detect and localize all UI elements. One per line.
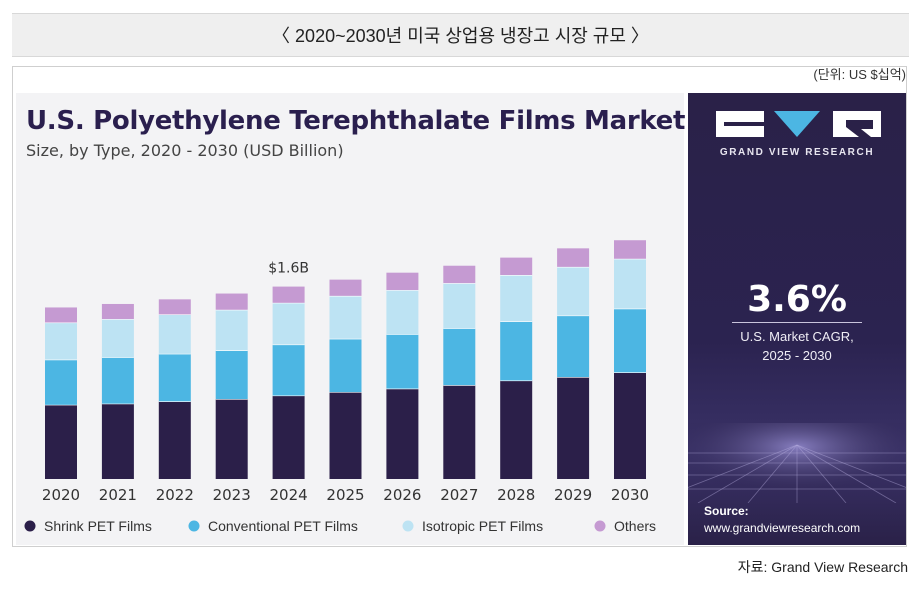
chart-title: U.S. Polyethylene Terephthalate Films Ma… [26,106,686,136]
x-tick-label: 2020 [42,486,80,504]
bar-isotropic-2027 [443,283,476,329]
bar-conventional-2029 [557,315,590,377]
bar-conventional-2026 [386,334,419,389]
cagr-value: 3.6% [747,279,847,320]
figure-frame [12,66,907,547]
bar-shrink-2030 [614,372,646,479]
bar-others-2028 [500,257,533,275]
legend-label: Isotropic PET Films [422,518,543,534]
bar-isotropic-2025 [329,295,362,339]
x-tick-label: 2030 [611,486,649,504]
bar-shrink-2022 [158,401,191,479]
bar-others-2026 [386,272,419,291]
bar-shrink-2028 [500,380,533,479]
bar-others-2024 [272,286,305,303]
x-tick-label: 2022 [156,486,194,504]
bar-isotropic-2029 [557,266,590,316]
x-tick-label: 2025 [326,486,364,504]
legend-label: Shrink PET Films [44,518,152,534]
legend-label: Conventional PET Films [208,518,358,534]
bar-conventional-2027 [443,328,476,386]
bar-shrink-2029 [557,377,590,479]
bar-chart: 2020 2021 2022 2023 2024 $1.6B 2025 2026 2027 202… [24,240,656,534]
x-tick-label: 2023 [213,486,251,504]
source-label: Source: [704,504,749,518]
data-label-annotation: $1.6B [268,261,309,277]
x-tick-label: 2021 [99,486,137,504]
bar-shrink-2021 [101,403,134,479]
bar-shrink-2023 [215,399,248,479]
page-header: 〈 2020~2030년 미국 상업용 냉장고 시장 규모 〉 [12,13,909,57]
brand-side-panel: GRAND VIEW RESEARCH 3.6% U.S. Market CAG… [688,93,906,545]
bar-conventional-2024 [272,344,305,396]
bar-others-2022 [158,299,191,315]
x-tick-label: 2024 [270,486,308,504]
legend-marker-isotropic [402,520,414,532]
bar-isotropic-2030 [614,258,646,309]
cagr-label: U.S. Market CAGR, [740,329,854,344]
divider [732,322,862,323]
bar-isotropic-2026 [386,290,419,335]
x-tick-label: 2027 [440,486,478,504]
bar-conventional-2028 [500,321,533,381]
bar-conventional-2025 [329,338,362,393]
bar-shrink-2026 [386,388,419,479]
footer-source: 자료: Grand View Research [737,559,908,575]
bar-isotropic-2024 [272,302,305,345]
legend-marker-shrink [24,520,36,532]
bar-conventional-2023 [215,350,248,400]
bar-isotropic-2021 [101,319,134,358]
x-tick-label: 2029 [554,486,592,504]
x-tick-label: 2026 [383,486,421,504]
bar-isotropic-2028 [500,275,533,322]
decorative-grid-graphic [688,423,906,503]
brand-name: GRAND VIEW RESEARCH [719,147,875,158]
cagr-period: 2025 - 2030 [762,348,832,363]
bar-conventional-2021 [101,357,134,404]
bar-others-2025 [329,279,362,296]
bar-isotropic-2022 [158,314,191,354]
bar-isotropic-2023 [215,309,248,351]
bar-others-2027 [443,265,476,284]
bar-others-2020 [45,307,77,323]
source-url: www.grandviewresearch.com [704,521,861,535]
chart-subtitle: Size, by Type, 2020 - 2030 (USD Billion) [26,141,344,160]
bar-others-2030 [614,240,646,259]
page-title: 〈 2020~2030년 미국 상업용 냉장고 시장 규모 〉 [272,26,649,46]
legend-label: Others [614,518,656,534]
bar-shrink-2025 [329,392,362,479]
bar-conventional-2022 [158,353,191,402]
grand-view-research-logo [716,111,881,137]
bar-shrink-2020 [45,404,77,479]
legend-marker-others [594,520,606,532]
unit-note: (단위: US $십억) [813,67,906,82]
bar-conventional-2020 [45,359,77,405]
bar-isotropic-2020 [45,322,77,360]
bar-shrink-2024 [272,395,305,479]
bar-conventional-2030 [614,308,646,373]
bar-shrink-2027 [443,385,476,479]
bar-others-2021 [101,303,134,320]
bar-others-2029 [557,248,590,267]
legend-marker-conventional [188,520,200,532]
x-tick-label: 2028 [497,486,535,504]
bar-others-2023 [215,293,248,310]
